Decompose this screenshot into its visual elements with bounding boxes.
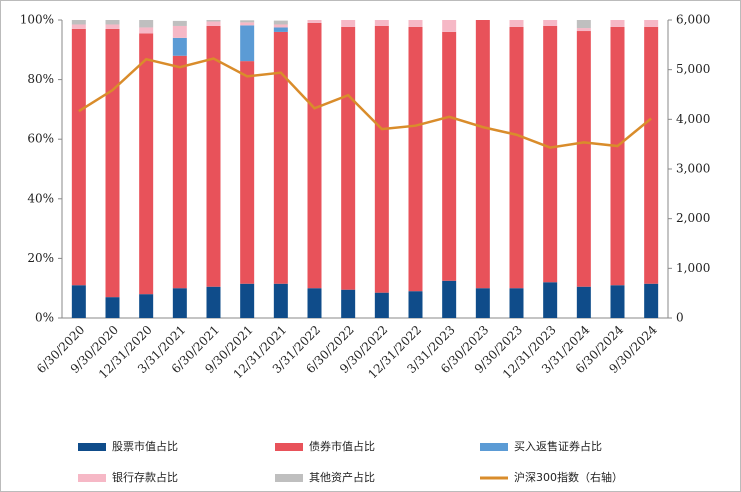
bar-segment <box>172 55 187 289</box>
y-tick-label: 0% <box>35 311 54 325</box>
bar-segment <box>273 31 288 284</box>
bar-segment <box>576 31 591 287</box>
bar-segment <box>240 25 255 62</box>
bar-segment <box>206 21 221 26</box>
bar-segment <box>273 283 288 318</box>
legend-swatch <box>275 474 303 482</box>
y-tick-label: 40% <box>27 191 54 205</box>
bar-segment <box>644 283 659 318</box>
bar-segment <box>442 31 457 281</box>
bar-segment <box>307 288 322 318</box>
bar-segment <box>475 288 490 318</box>
legend-label: 买入返售证券占比 <box>514 439 602 453</box>
bar-segment <box>341 26 356 290</box>
legend-swatch <box>275 443 303 451</box>
bar-segment <box>408 20 423 27</box>
bar-segment <box>509 26 524 289</box>
legend-swatch <box>78 474 106 482</box>
bar-segment <box>644 26 659 284</box>
bar-segment <box>139 33 154 295</box>
bar-segment <box>172 37 187 56</box>
bar-segment <box>307 20 322 23</box>
y2-tick-label: 1,000 <box>676 261 710 275</box>
legend-swatch <box>78 443 106 451</box>
bar-segment <box>71 20 86 25</box>
y-tick-label: 100% <box>20 13 54 27</box>
bar-segment <box>273 27 288 32</box>
bar-segment <box>543 20 558 26</box>
bar-segment <box>240 61 255 284</box>
legend-label: 银行存款占比 <box>112 470 178 484</box>
legend-label: 股票市值占比 <box>112 439 178 453</box>
bar-segment <box>475 20 490 289</box>
bar-segment <box>374 20 389 26</box>
legend-swatch <box>480 443 508 451</box>
bar-segment <box>105 20 120 25</box>
bar-segment <box>509 288 524 318</box>
bar-segment <box>576 286 591 318</box>
bar-segment <box>105 297 120 318</box>
bar-segment <box>576 28 591 32</box>
bar-segment <box>139 294 154 318</box>
bar-segment <box>509 20 524 27</box>
y2-tick-label: 0 <box>676 311 684 325</box>
bar-segment <box>172 25 187 38</box>
bar-segment <box>442 20 457 32</box>
y2-tick-label: 6,000 <box>676 13 710 27</box>
bar-segment <box>543 25 558 283</box>
y2-tick-label: 2,000 <box>676 211 710 225</box>
legend-label: 沪深300指数（右轴） <box>514 470 623 484</box>
bar-segment <box>374 292 389 318</box>
y-tick-label: 60% <box>27 132 54 146</box>
y2-tick-label: 3,000 <box>676 162 710 176</box>
bar-segment <box>240 20 255 23</box>
bar-segment <box>307 22 322 289</box>
bar-segment <box>610 26 625 286</box>
y2-tick-label: 4,000 <box>676 112 710 126</box>
bar-segment <box>543 282 558 318</box>
bar-segment <box>374 25 389 293</box>
bar-segment <box>341 20 356 27</box>
bar-segment <box>172 20 187 26</box>
bar-segment <box>610 285 625 318</box>
bar-segment <box>206 20 221 22</box>
bar-segment <box>273 24 288 28</box>
bar-segment <box>408 291 423 318</box>
bar-segment <box>576 20 591 29</box>
bar-segment <box>139 20 154 28</box>
bar-segment <box>71 285 86 318</box>
legend-label: 债券市值占比 <box>309 439 375 453</box>
bar-segment <box>206 25 221 287</box>
y2-tick-label: 5,000 <box>676 62 710 76</box>
legend-label: 其他资产占比 <box>309 470 375 484</box>
bar-segment <box>105 28 120 298</box>
bar-segment <box>408 26 423 292</box>
y-tick-label: 20% <box>27 251 54 265</box>
bar-segment <box>341 289 356 318</box>
bar-segment <box>139 27 154 34</box>
bar-segment <box>240 283 255 318</box>
bar-segment <box>71 24 86 29</box>
bar-segment <box>172 288 187 318</box>
bar-segment <box>442 280 457 318</box>
bar-segment <box>71 28 86 286</box>
bar-segment <box>610 20 625 27</box>
bar-segment <box>644 20 659 27</box>
line <box>78 57 652 149</box>
bar-segment <box>240 22 255 26</box>
y-tick-label: 80% <box>27 72 54 86</box>
bar-segment <box>105 24 120 29</box>
bar-segment <box>206 286 221 318</box>
bar-segment <box>273 20 288 25</box>
